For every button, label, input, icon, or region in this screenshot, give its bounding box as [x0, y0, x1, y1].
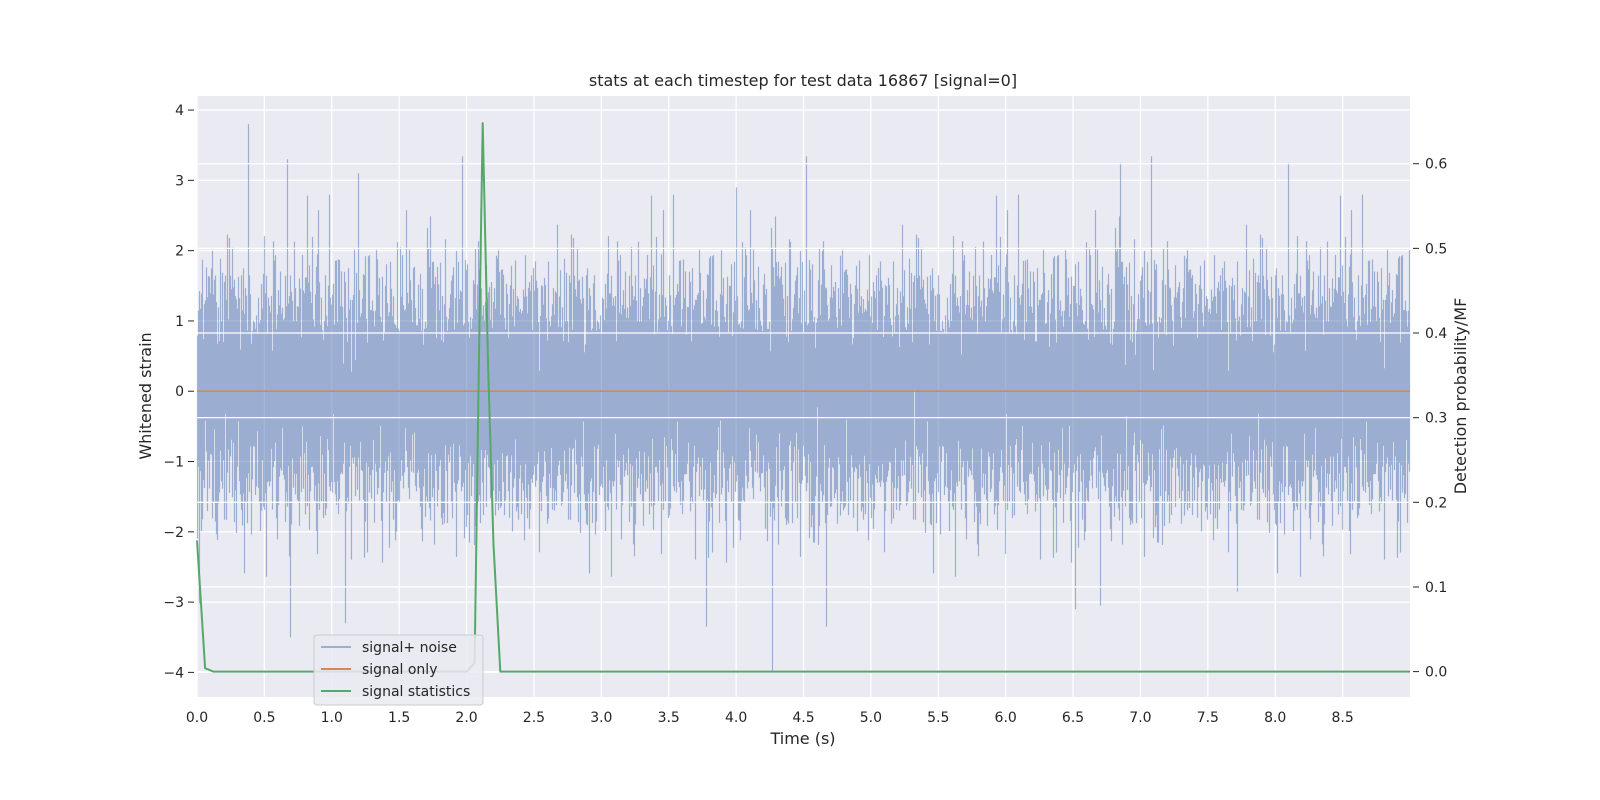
y2-tick-label: 0.3	[1425, 411, 1447, 427]
right-axis-ticks: 0.6 0.5 0.4 0.3 0.2 0.1 0.0	[1413, 157, 1447, 681]
x-tick-label: 7.5	[1197, 710, 1219, 726]
y2-tick-label: 0.0	[1425, 665, 1447, 681]
x-tick-label: 1.5	[388, 710, 410, 726]
y2-tick-label: 0.1	[1425, 580, 1447, 596]
y-tick-label: 2	[175, 244, 184, 260]
y-tick-label: 0	[175, 384, 184, 400]
x-axis-label: Time (s)	[769, 729, 835, 748]
x-tick-label: 5.5	[927, 710, 949, 726]
chart-title: stats at each timestep for test data 168…	[589, 71, 1017, 90]
y2-tick-label: 0.6	[1425, 157, 1447, 173]
x-tick-label: 3.5	[658, 710, 680, 726]
x-tick-label: 4.0	[725, 710, 747, 726]
legend-label-signal-noise: signal+ noise	[362, 640, 457, 656]
signal-noise-trace	[196, 124, 1411, 673]
y-tick-label: 4	[175, 103, 184, 119]
x-tick-label: 2.0	[455, 710, 477, 726]
left-axis-ticks: 4 3 2 1 0 −1 −2 −3 −4	[163, 103, 194, 681]
x-tick-label: 7.0	[1129, 710, 1151, 726]
y-tick-label: −3	[163, 595, 184, 611]
y-tick-label: −4	[163, 665, 184, 681]
y2-tick-label: 0.4	[1425, 326, 1447, 342]
legend: signal+ noise signal only signal statist…	[313, 634, 484, 706]
x-tick-label: 4.5	[792, 710, 814, 726]
y-tick-label: 1	[175, 314, 184, 330]
y2-axis-label: Detection probability/MF	[1451, 298, 1470, 495]
x-tick-label: 6.5	[1062, 710, 1084, 726]
x-tick-label: 6.0	[995, 710, 1017, 726]
x-tick-label: 8.0	[1264, 710, 1286, 726]
y-tick-label: −2	[163, 525, 184, 541]
x-axis-ticks: 0.0 0.5 1.0 1.5 2.0 2.5 3.0 3.5 4.0 4.5 5.0 5.5 6.0 6…	[186, 710, 1354, 726]
y2-tick-label: 0.5	[1425, 241, 1447, 257]
series-signal-statistics	[196, 122, 1410, 673]
signal-statistics-line	[196, 122, 1410, 673]
x-tick-label: 1.0	[321, 710, 343, 726]
y2-tick-label: 0.2	[1425, 495, 1447, 511]
legend-box	[313, 634, 484, 706]
series-signal-noise	[196, 124, 1411, 673]
x-tick-label: 0.0	[186, 710, 208, 726]
x-tick-label: 5.0	[860, 710, 882, 726]
y-tick-label: −1	[163, 455, 184, 471]
y-tick-label: 3	[175, 173, 184, 189]
x-tick-label: 3.0	[590, 710, 612, 726]
x-tick-label: 8.5	[1331, 710, 1353, 726]
legend-label-signal-statistics: signal statistics	[362, 684, 470, 700]
x-tick-label: 2.5	[523, 710, 545, 726]
y-axis-label: Whitened strain	[136, 332, 155, 459]
x-tick-label: 0.5	[253, 710, 275, 726]
legend-label-signal-only: signal only	[362, 662, 437, 678]
